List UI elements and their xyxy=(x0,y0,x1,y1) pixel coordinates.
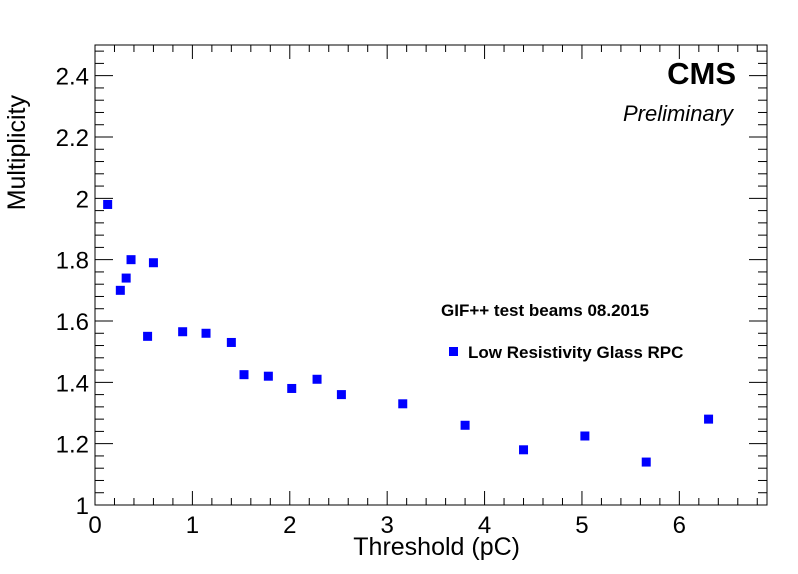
cms-label: CMS xyxy=(667,56,736,91)
data-point xyxy=(115,285,125,295)
data-point xyxy=(103,199,113,209)
data-point xyxy=(263,371,273,381)
y-tick-label: 1.4 xyxy=(56,370,89,397)
x-tick-label: 0 xyxy=(88,512,101,539)
data-point xyxy=(239,370,249,380)
axis-tick-labels: 0 1 2 3 4 5 611.21.41.61.822.22.4 xyxy=(56,64,686,539)
data-point xyxy=(143,331,153,341)
y-tick-label: 2.2 xyxy=(56,125,89,152)
data-point xyxy=(704,414,714,424)
legend-marker xyxy=(449,347,458,356)
x-tick-label: 5 xyxy=(575,512,588,539)
legend: GIF++ test beams 08.2015 Low Resistivity… xyxy=(441,301,683,362)
x-tick-label: 1 xyxy=(186,512,199,539)
y-tick-label: 1.6 xyxy=(56,309,89,336)
plot-frame xyxy=(94,44,768,506)
data-point xyxy=(641,457,651,467)
x-tick-label: 6 xyxy=(673,512,686,539)
data-point xyxy=(336,390,346,400)
data-point xyxy=(580,431,590,441)
data-point xyxy=(312,374,322,384)
data-point xyxy=(519,445,529,455)
y-tick-label: 2 xyxy=(76,186,89,213)
data-point xyxy=(126,255,136,265)
data-point xyxy=(226,337,236,347)
data-point xyxy=(148,258,158,268)
y-tick-label: 2.4 xyxy=(56,64,89,91)
data-point xyxy=(121,273,131,283)
x-tick-label: 2 xyxy=(283,512,296,539)
data-points xyxy=(103,199,714,467)
data-point xyxy=(178,327,188,337)
preliminary-label: Preliminary xyxy=(623,101,735,126)
data-point xyxy=(201,328,211,338)
x-tick-label: 4 xyxy=(478,512,491,539)
data-point xyxy=(287,383,297,393)
x-tick-label: 3 xyxy=(380,512,393,539)
data-point xyxy=(460,420,470,430)
legend-entry-label: Low Resistivity Glass RPC xyxy=(468,343,683,362)
y-tick-label: 1.8 xyxy=(56,248,89,275)
y-tick-label: 1 xyxy=(76,493,89,520)
legend-header: GIF++ test beams 08.2015 xyxy=(441,301,649,320)
y-axis-label: Multiplicity xyxy=(3,95,31,211)
data-point xyxy=(398,399,408,409)
x-axis-label: Threshold (pC) xyxy=(353,533,520,561)
y-tick-label: 1.2 xyxy=(56,432,89,459)
axis-ticks xyxy=(94,45,767,506)
